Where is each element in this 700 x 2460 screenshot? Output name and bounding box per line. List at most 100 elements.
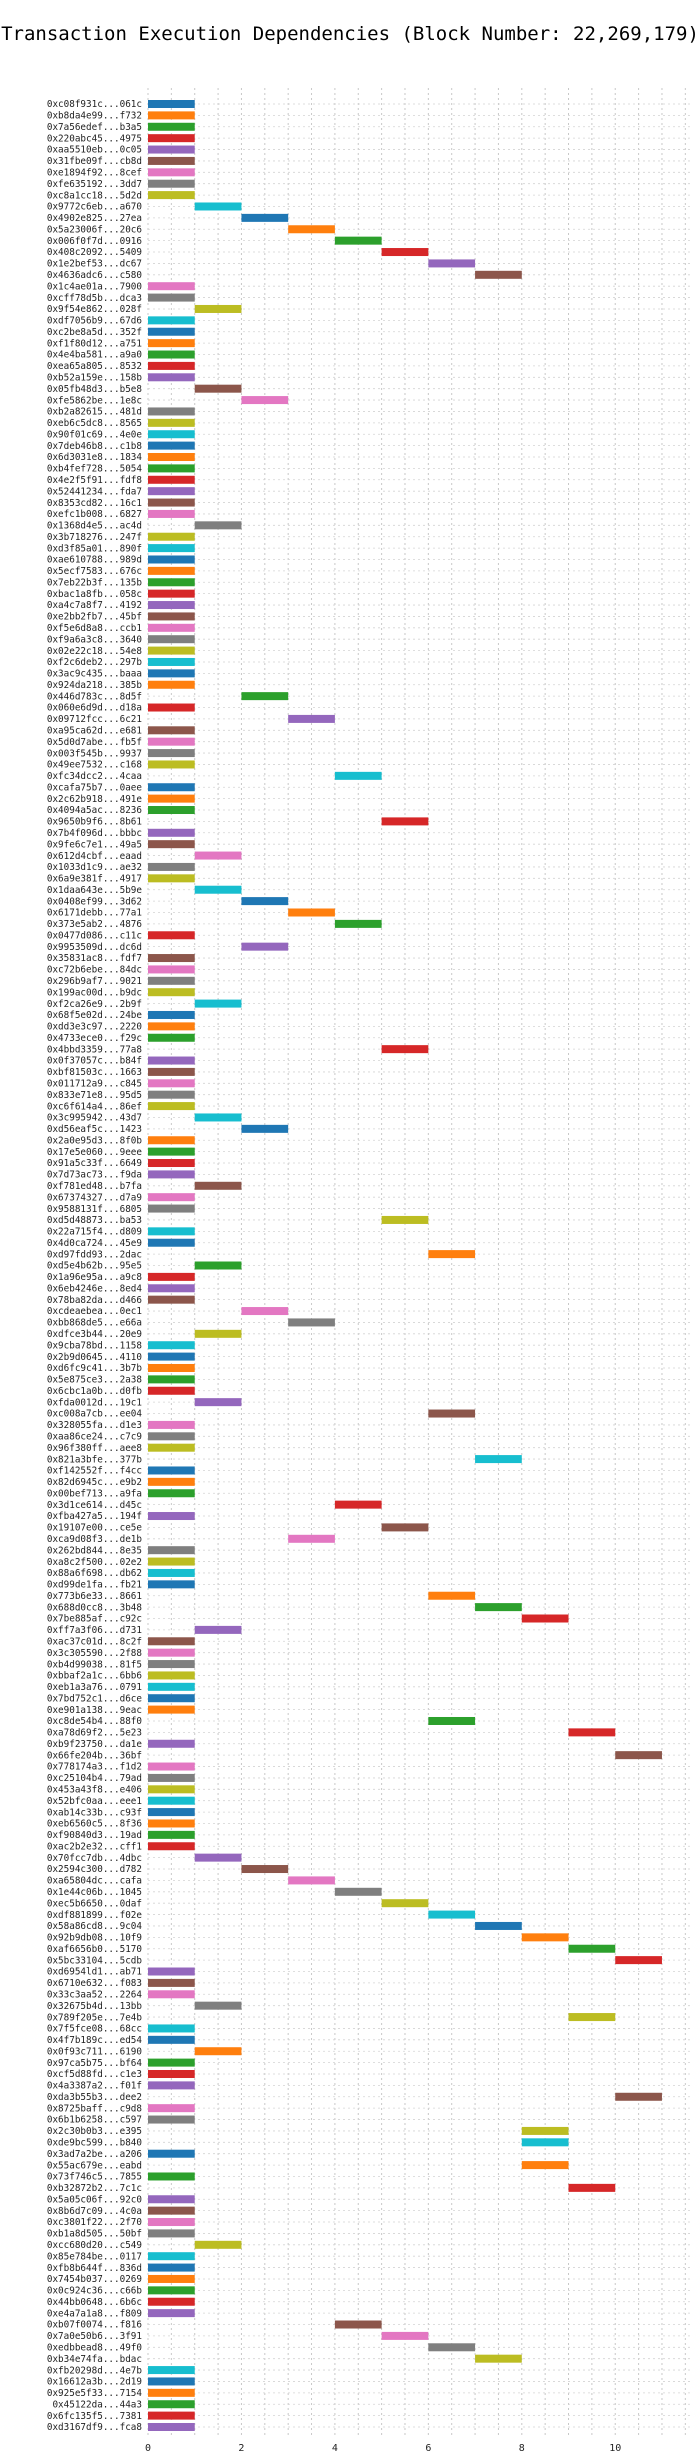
- transaction-label: 0xcff78d5b...dca3: [47, 293, 142, 304]
- transaction-bar: [521, 2161, 569, 2170]
- transaction-label: 0x446d783c...8d5f: [47, 691, 142, 702]
- transaction-bar: [148, 555, 195, 564]
- transaction-label: 0x35831ac8...fdf7: [47, 953, 142, 964]
- transaction-bar: [148, 179, 195, 188]
- transaction-bar: [241, 213, 289, 222]
- transaction-bar: [428, 1716, 476, 1725]
- transaction-label: 0xec5b6650...0daf: [47, 1898, 142, 1909]
- transaction-bar: [288, 714, 335, 723]
- transaction-bar: [148, 1785, 195, 1794]
- transaction-label: 0xaa86ce24...c7c9: [47, 1432, 142, 1443]
- transaction-bar: [241, 897, 289, 906]
- transaction-bar: [428, 1591, 476, 1600]
- transaction-label: 0xa8c2f500...02e2: [47, 1557, 142, 1568]
- transaction-label: 0xf781ed48...b7fa: [47, 1181, 142, 1192]
- transaction-bar: [194, 851, 242, 860]
- transaction-bar: [241, 1307, 289, 1316]
- transaction-bar: [148, 373, 195, 382]
- transaction-label: 0x02e22c18...54e8: [47, 646, 142, 657]
- transaction-bar: [148, 1227, 195, 1236]
- transaction-bar: [148, 783, 195, 792]
- transaction-label: 0x49ee7532...c168: [47, 760, 142, 771]
- transaction-bar: [148, 2058, 195, 2067]
- transaction-bar: [148, 635, 195, 644]
- transaction-label: 0xdd3e3c97...2220: [47, 1022, 142, 1033]
- transaction-bar: [615, 1751, 662, 1760]
- transaction-bar: [381, 248, 429, 257]
- x-tick-label: 10: [609, 2443, 621, 2454]
- transaction-label: 0x32675b4d...13bb: [47, 2001, 143, 2012]
- transaction-bar: [148, 749, 195, 758]
- transaction-bar: [148, 1079, 195, 1088]
- transaction-label: 0x7f5fce08...68cc: [47, 2024, 142, 2035]
- transaction-bar: [148, 840, 195, 849]
- transaction-bar: [148, 1739, 195, 1748]
- transaction-label: 0xf90840d3...19ad: [47, 1830, 142, 1841]
- transaction-label: 0xe1894f92...8cef: [47, 168, 142, 179]
- transaction-bar: [148, 2252, 195, 2261]
- transaction-label: 0x1daa643e...5b9e: [47, 885, 143, 896]
- transaction-label: 0xde9bc599...b840: [47, 2138, 142, 2149]
- transaction-label: 0x4e2f5f91...fdf8: [47, 475, 142, 486]
- transaction-bar: [475, 270, 522, 279]
- transaction-bar: [148, 2274, 195, 2283]
- transaction-bar: [148, 1512, 195, 1521]
- transaction-bar: [148, 2309, 195, 2318]
- transaction-label: 0x296b9af7...9021: [47, 976, 142, 987]
- transaction-label: 0x4733ece0...f29c: [47, 1033, 142, 1044]
- transaction-label: 0x52441234...fda7: [47, 486, 142, 497]
- transaction-bar: [475, 2354, 522, 2363]
- transaction-bar: [148, 578, 195, 587]
- x-tick-label: 8: [519, 2443, 525, 2454]
- transaction-bar: [194, 1853, 242, 1862]
- transaction-label: 0x0f93c711...6190: [47, 2046, 142, 2057]
- transaction-bar: [148, 544, 195, 553]
- transaction-bar: [241, 396, 289, 405]
- transaction-bar: [148, 965, 195, 974]
- transaction-bar: [194, 304, 242, 313]
- transaction-bar: [194, 202, 242, 211]
- transaction-label: 0x773b6e33...8661: [47, 1591, 142, 1602]
- transaction-label: 0x31fbe09f...cb8d: [47, 156, 142, 167]
- transaction-label: 0xca9d08f3...de1b: [47, 1534, 143, 1545]
- transaction-bar: [148, 1546, 195, 1555]
- transaction-label: 0x1e44c06b...1045: [47, 1887, 142, 1898]
- transaction-label: 0xa78d69f2...5e23: [47, 1728, 142, 1739]
- transaction-label: 0x90f01c69...4e0e: [47, 429, 143, 440]
- transaction-bar: [194, 384, 242, 393]
- transaction-bar: [194, 1113, 242, 1122]
- transaction-bar: [615, 2092, 662, 2101]
- transaction-label: 0xb8da4e99...f732: [47, 111, 142, 122]
- transaction-bar: [148, 760, 195, 769]
- transaction-bar: [148, 1660, 195, 1669]
- transaction-bar: [148, 828, 195, 837]
- transaction-label: 0xefc1b008...6827: [47, 509, 142, 520]
- chart-title: Transaction Execution Dependencies (Bloc…: [1, 23, 699, 45]
- transaction-label: 0x45122da...44a3: [52, 2399, 142, 2410]
- transaction-label: 0x6a9e381f...4917: [47, 874, 142, 885]
- transaction-bar: [148, 1990, 195, 1999]
- transaction-bar: [288, 1318, 335, 1327]
- transaction-bar: [148, 1204, 195, 1213]
- transaction-label: 0x6b1b6258...c597: [47, 2115, 142, 2126]
- transaction-label: 0x85e784be...0117: [47, 2251, 142, 2262]
- transaction-label: 0xa4c7a8f7...4192: [47, 600, 142, 611]
- transaction-label: 0x3c305590...2f88: [47, 1648, 142, 1659]
- transaction-bar: [568, 2183, 616, 2192]
- transaction-bar: [194, 2001, 242, 2010]
- transaction-bar: [148, 1819, 195, 1828]
- transaction-label: 0xc8de54b4...88f0: [47, 1716, 142, 1727]
- transaction-label: 0x789f205e...7e4b: [47, 2012, 143, 2023]
- transaction-label: 0x9953509d...dc6d: [47, 942, 142, 953]
- transaction-bar: [521, 1933, 569, 1942]
- transaction-label: 0xc008a7cb...ee04: [47, 1409, 143, 1420]
- transaction-label: 0x6171debb...77a1: [47, 908, 142, 919]
- transaction-bar: [148, 350, 195, 359]
- transaction-label: 0xb4d99038...81f5: [47, 1659, 142, 1670]
- transaction-bar: [148, 806, 195, 815]
- transaction-bar: [148, 1022, 195, 1031]
- transaction-label: 0xc72b6ebe...84dc: [47, 965, 142, 976]
- transaction-label: 0xd6fc9c41...3b7b: [47, 1363, 143, 1374]
- transaction-label: 0x7deb46b8...c1b8: [47, 441, 142, 452]
- transaction-label: 0xdf7056b9...67d6: [47, 316, 142, 327]
